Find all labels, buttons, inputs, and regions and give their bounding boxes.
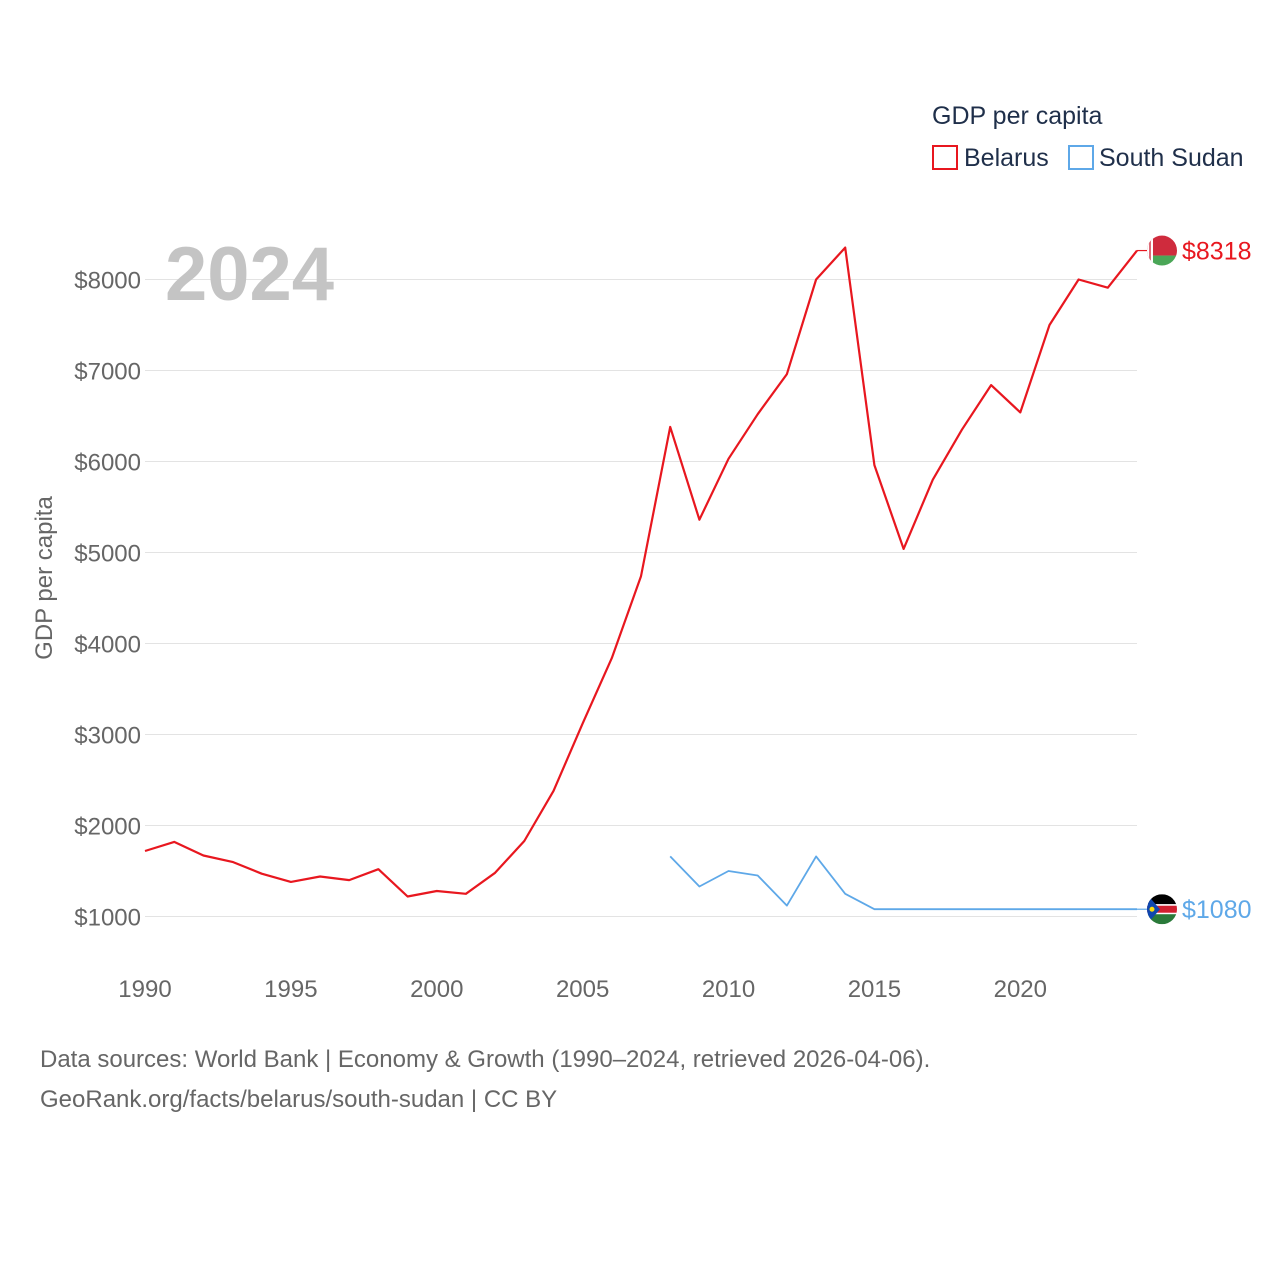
y-axis-title: GDP per capita (31, 496, 58, 660)
y-tick-label: $4000 (74, 632, 141, 659)
legend-swatch-belarus (932, 145, 958, 170)
source-line-2: GeoRank.org/facts/belarus/south-sudan | … (40, 1086, 558, 1113)
grid-lines (145, 279, 1137, 917)
flag-south-sudan-icon (1147, 894, 1177, 925)
source-note: Data sources: World Bank | Economy & Gro… (40, 1040, 1240, 1120)
y-axis-ticks: $1000 $2000 $3000 $4000 $5000 $6000 $7000 $8000 (74, 268, 141, 932)
source-line-1: Data sources: World Bank | Economy & Gro… (40, 1046, 931, 1073)
series-lines (144, 246, 1138, 911)
gdp-chart: $1000 $2000 $3000 $4000 $5000 $6000 $7000 $8000… (31, 102, 1252, 1003)
end-label-belarus: $8318 (1182, 238, 1252, 266)
y-tick-label: $8000 (74, 268, 141, 295)
y-tick-label: $1000 (74, 905, 141, 932)
x-axis-ticks: 1990 1995 2000 2005 2010 2015 2020 (118, 976, 1047, 1003)
flag-belarus-icon (1147, 235, 1177, 266)
legend-item-south-sudan[interactable]: South Sudan (1068, 144, 1244, 172)
x-tick-label: 2010 (702, 976, 755, 1003)
y-tick-label: $3000 (74, 723, 141, 750)
legend: GDP per capita Belarus South Sudan (932, 102, 1244, 172)
y-tick-label: $6000 (74, 450, 141, 477)
y-tick-label: $5000 (74, 541, 141, 568)
x-tick-label: 1990 (118, 976, 171, 1003)
legend-item-belarus[interactable]: Belarus (932, 144, 1049, 172)
y-tick-label: $2000 (74, 814, 141, 841)
series-line-belarus (144, 246, 1138, 898)
x-tick-label: 2000 (410, 976, 463, 1003)
x-tick-label: 1995 (264, 976, 317, 1003)
x-tick-label: 2005 (556, 976, 609, 1003)
legend-label-south-sudan: South Sudan (1099, 144, 1244, 172)
x-tick-label: 2015 (848, 976, 901, 1003)
legend-swatch-south-sudan (1068, 145, 1094, 170)
series-line-south-sudan (669, 855, 1137, 911)
y-tick-label: $7000 (74, 359, 141, 386)
legend-title: GDP per capita (932, 102, 1103, 130)
end-labels: $8318 $1080 (1137, 235, 1252, 925)
end-label-south-sudan: $1080 (1182, 896, 1252, 924)
x-tick-label: 2020 (994, 976, 1047, 1003)
year-watermark: 2024 (165, 232, 334, 317)
legend-label-belarus: Belarus (964, 144, 1049, 172)
